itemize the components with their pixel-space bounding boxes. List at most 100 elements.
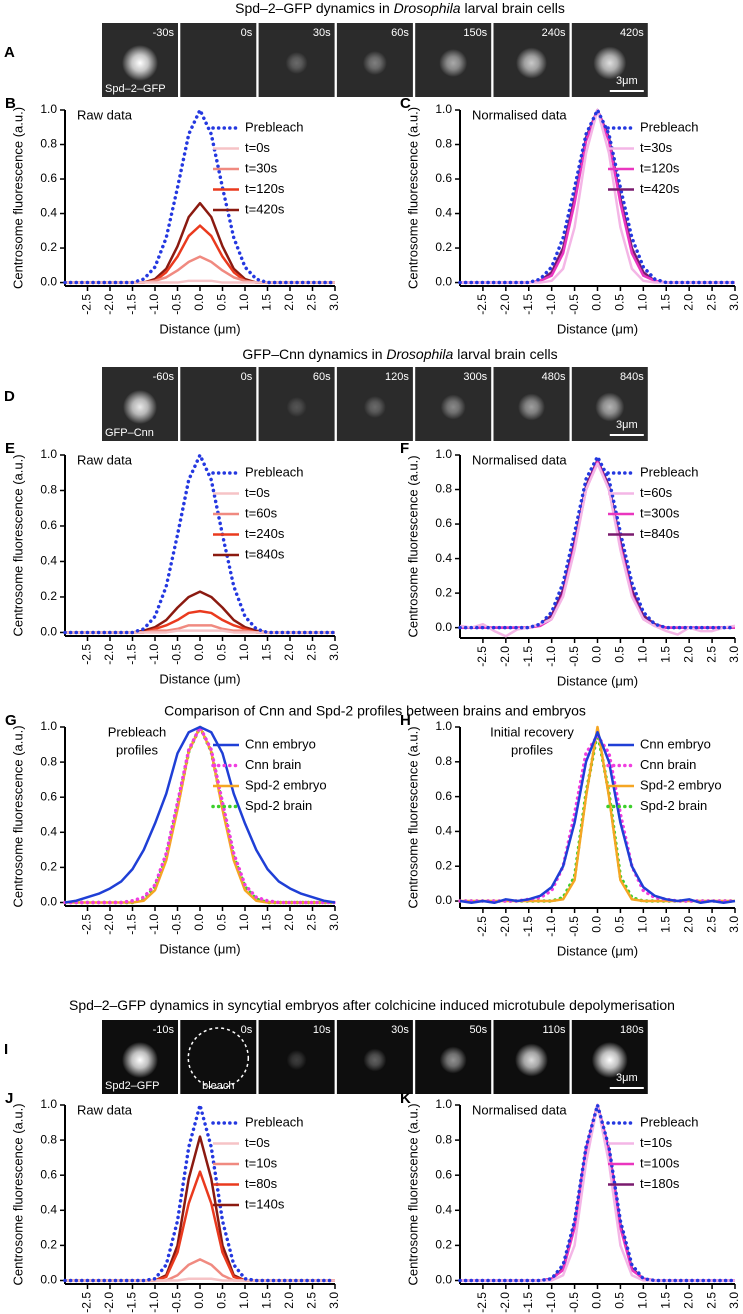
centrosome-spot <box>123 390 157 424</box>
legend-label: t=840s <box>640 526 680 541</box>
legend-label: t=100s <box>640 1155 680 1170</box>
x-axis-label: Distance (μm) <box>159 941 240 956</box>
y-tick-label: 0.2 <box>40 1238 57 1252</box>
x-tick-label: 2.5 <box>305 1292 319 1309</box>
legend-label: t=120s <box>640 160 680 175</box>
frame-time: 50s <box>469 1024 487 1036</box>
y-axis-label: Centrosome fluorescence (a.u.) <box>405 107 420 289</box>
x-tick-label: 3.0 <box>727 1292 741 1309</box>
series-line <box>460 725 735 903</box>
y-tick-label: 0.2 <box>40 240 57 254</box>
legend-label: Spd-2 brain <box>640 798 707 813</box>
y-tick-label: 0.6 <box>435 1167 452 1181</box>
frame-time: 240s <box>542 27 566 39</box>
frame-time: 110s <box>542 1024 566 1036</box>
y-axis-label: Centrosome fluorescence (a.u.) <box>405 455 420 637</box>
scale-label: 3μm <box>616 419 638 431</box>
y-tick-label: 0.8 <box>435 137 452 151</box>
legend-label: t=300s <box>640 505 680 520</box>
frame-time: 0s <box>241 371 253 383</box>
series-line <box>65 1258 335 1282</box>
frame-time: 420s <box>620 27 644 39</box>
x-tick-label: 2.5 <box>704 646 718 663</box>
x-tick-label: 2.0 <box>282 294 296 311</box>
legend-label: t=0s <box>245 140 270 155</box>
series-line <box>63 1098 337 1283</box>
x-tick-label: 2.0 <box>681 646 695 663</box>
series-line <box>460 460 735 629</box>
x-tick-label: 1.0 <box>636 646 650 663</box>
y-tick-label: 0.8 <box>435 754 452 768</box>
centrosome-spot <box>286 397 307 417</box>
x-tick-label: 2.5 <box>704 916 718 933</box>
x-axis-label: Distance (μm) <box>159 321 240 336</box>
x-tick-label: 1.5 <box>260 914 274 931</box>
frame-time: 180s <box>620 1024 644 1036</box>
annotation: Normalised data <box>472 452 567 467</box>
x-tick-label: 3.0 <box>327 644 341 661</box>
series-line <box>458 105 737 285</box>
x-tick-label: -0.5 <box>170 294 184 315</box>
legend-label: t=0s <box>245 1135 270 1150</box>
x-tick-label: 1.0 <box>237 1292 251 1309</box>
y-tick-label: 1.0 <box>435 719 452 733</box>
x-tick-label: -1.0 <box>147 644 161 665</box>
x-tick-label: 0.5 <box>613 1292 627 1309</box>
y-tick-label: 0.4 <box>435 206 452 220</box>
legend-label: Spd-2 brain <box>245 798 312 813</box>
y-tick-label: 0.8 <box>40 754 57 768</box>
panel-letter: D <box>4 388 15 405</box>
frame-time: -60s <box>153 371 175 383</box>
x-tick-label: 2.0 <box>681 294 695 311</box>
legend-label: t=30s <box>640 140 673 155</box>
x-tick-label: 2.5 <box>704 1292 718 1309</box>
y-axis-label: Centrosome fluorescence (a.u.) <box>10 107 25 289</box>
x-tick-label: 1.0 <box>237 294 251 311</box>
series-line <box>65 224 335 284</box>
x-tick-label: 1.0 <box>237 644 251 661</box>
y-tick-label: 1.0 <box>40 447 57 461</box>
series-line <box>65 609 335 634</box>
centrosome-spot <box>363 396 386 418</box>
x-tick-label: -2.0 <box>102 294 116 315</box>
centrosome-spot <box>518 393 545 421</box>
legend-label: Cnn embryo <box>640 736 711 751</box>
x-tick-label: 3.0 <box>727 916 741 933</box>
legend-label: t=840s <box>245 546 285 561</box>
y-tick-label: 0.8 <box>40 137 57 151</box>
x-tick-label: 0.0 <box>192 1292 206 1309</box>
centrosome-spot <box>515 1043 548 1077</box>
x-tick-label: 2.5 <box>305 294 319 311</box>
y-tick-label: 0.4 <box>435 1202 452 1216</box>
x-tick-label: -0.5 <box>170 644 184 665</box>
x-tick-label: -2.0 <box>498 1292 512 1313</box>
x-tick-label: -1.0 <box>544 916 558 937</box>
panel-letter: G <box>5 712 17 729</box>
series-line <box>63 450 337 635</box>
frame-time: 840s <box>620 371 644 383</box>
annotation: Initial recovery <box>490 724 574 739</box>
series-line <box>65 1170 335 1282</box>
frame-time: 60s <box>313 371 331 383</box>
centrosome-spot <box>595 392 625 422</box>
y-tick-label: 0.6 <box>40 518 57 532</box>
legend-label: t=420s <box>245 201 285 216</box>
y-tick-label: 0.8 <box>435 482 452 496</box>
scale-label: 3μm <box>616 1072 638 1084</box>
y-tick-label: 0.6 <box>435 789 452 803</box>
series-line <box>458 452 737 630</box>
series-line <box>63 722 337 905</box>
x-tick-label: 0.0 <box>590 916 604 933</box>
annotation: Raw data <box>77 1102 133 1117</box>
bleach-circle <box>187 1027 250 1089</box>
y-tick-label: 1.0 <box>435 102 452 116</box>
series-line <box>458 1098 737 1283</box>
frame-time: 60s <box>391 27 409 39</box>
series-line <box>459 730 736 905</box>
y-tick-label: 1.0 <box>40 102 57 116</box>
series-line <box>65 255 335 284</box>
x-tick-label: -2.5 <box>475 294 489 315</box>
scale-label: 3μm <box>616 75 638 87</box>
y-axis-label: Centrosome fluorescence (a.u.) <box>10 725 25 907</box>
x-tick-label: -2.0 <box>498 646 512 667</box>
